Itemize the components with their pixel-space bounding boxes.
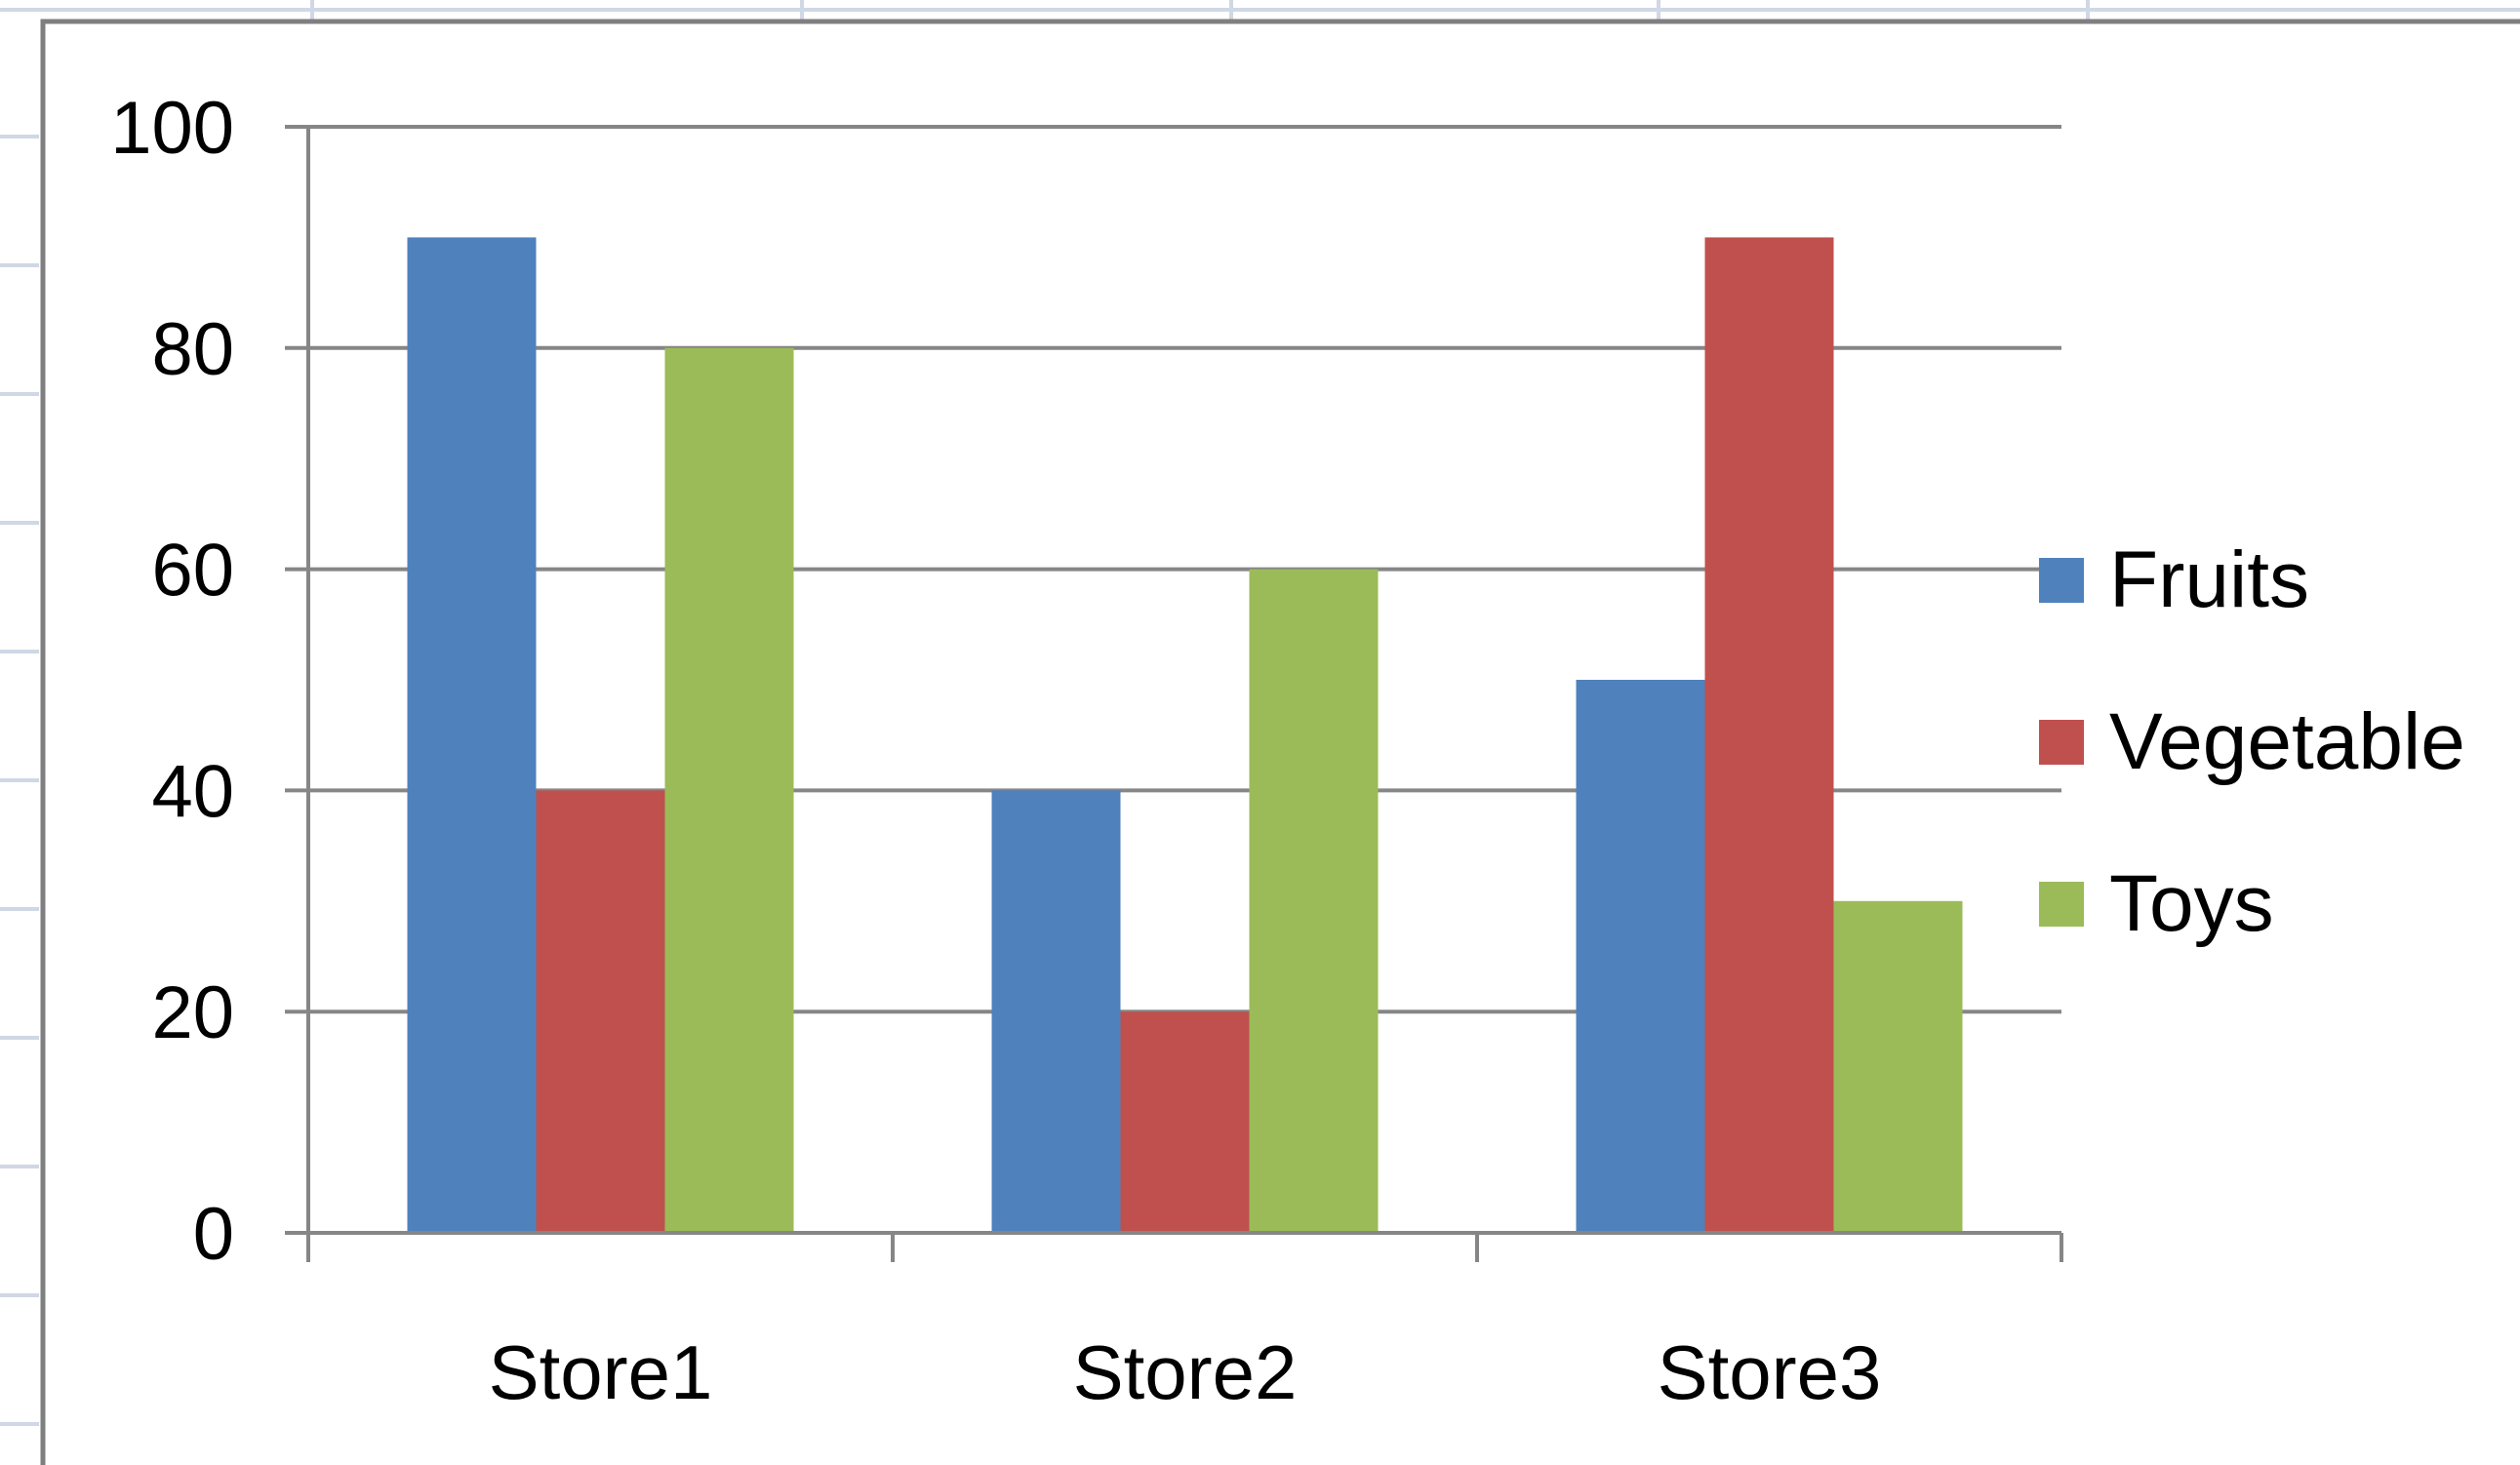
bar-vegetable-store2 <box>1120 1011 1250 1233</box>
x-category-label: Store1 <box>489 1329 713 1415</box>
bar-vegetable-store1 <box>536 790 665 1233</box>
legend-label-vegetable: Vegetable <box>2109 697 2465 786</box>
legend-swatch-toys <box>2039 882 2084 927</box>
bar-fruits-store3 <box>1576 680 1705 1233</box>
y-tick-label: 60 <box>151 530 234 613</box>
legend-label-fruits: Fruits <box>2109 535 2309 624</box>
bar-fruits-store2 <box>991 790 1121 1233</box>
y-tick-label: 100 <box>110 87 234 170</box>
legend-swatch-fruits <box>2039 558 2084 603</box>
bar-toys-store2 <box>1249 569 1379 1233</box>
legend-label-toys: Toys <box>2109 859 2274 948</box>
legend: Fruits Vegetable Toys <box>2039 535 2465 948</box>
axes <box>285 127 2063 1262</box>
spreadsheet-background-grid <box>0 0 2520 1426</box>
y-tick-label: 40 <box>151 750 234 833</box>
y-tick-label: 0 <box>193 1193 234 1276</box>
x-category-label: Store2 <box>1073 1329 1298 1415</box>
bars <box>407 237 1963 1233</box>
bar-fruits-store1 <box>407 237 537 1233</box>
bar-toys-store3 <box>1833 900 1963 1233</box>
y-axis-tick-labels: 0 20 40 60 80 100 <box>110 87 234 1276</box>
x-axis-category-labels: Store1 Store2 Store3 <box>489 1329 1882 1415</box>
bar-vegetable-store3 <box>1704 237 1834 1233</box>
legend-swatch-vegetable <box>2039 720 2084 765</box>
y-tick-label: 20 <box>151 971 234 1054</box>
y-tick-label: 80 <box>151 308 234 391</box>
x-category-label: Store3 <box>1658 1329 1882 1415</box>
bar-toys-store1 <box>664 347 794 1233</box>
